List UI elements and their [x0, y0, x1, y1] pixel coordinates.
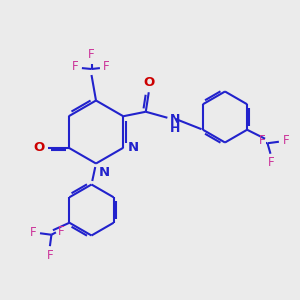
Text: N: N: [128, 141, 139, 154]
Text: F: F: [30, 226, 36, 239]
Text: N: N: [99, 167, 110, 179]
Text: H: H: [170, 122, 180, 135]
Text: F: F: [46, 249, 53, 262]
Text: F: F: [58, 225, 64, 238]
Text: O: O: [34, 141, 45, 154]
Text: F: F: [72, 60, 79, 73]
Text: F: F: [283, 134, 289, 147]
Text: F: F: [268, 156, 274, 169]
Text: F: F: [88, 48, 95, 61]
Text: F: F: [103, 60, 110, 73]
Text: N: N: [170, 113, 180, 126]
Text: O: O: [143, 76, 154, 88]
Text: F: F: [259, 134, 265, 147]
